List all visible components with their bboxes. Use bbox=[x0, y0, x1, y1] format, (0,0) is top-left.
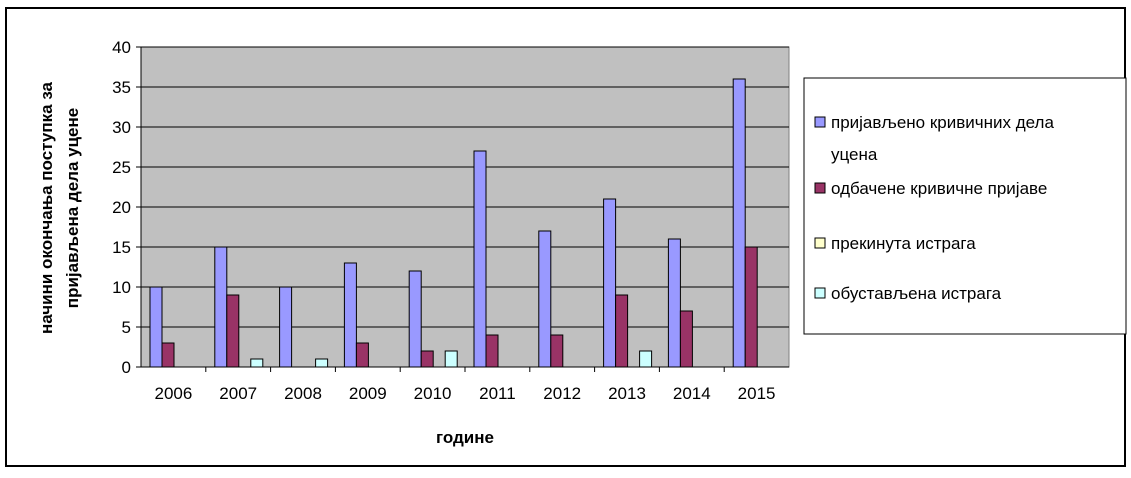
y-axis-title-line2: пријављена дела уцене bbox=[63, 108, 82, 308]
bar bbox=[473, 150, 487, 368]
bar bbox=[639, 350, 653, 368]
y-tick-label: 30 bbox=[112, 118, 131, 137]
x-tick-label: 2012 bbox=[543, 384, 581, 403]
bar bbox=[679, 310, 693, 368]
legend-label-interrupted: прекинута истрага bbox=[831, 234, 976, 253]
bar bbox=[214, 246, 228, 368]
bar bbox=[732, 78, 746, 368]
legend-swatch-dismissed bbox=[814, 182, 826, 194]
x-tick-label: 2006 bbox=[154, 384, 192, 403]
y-tick-label: 5 bbox=[122, 318, 131, 337]
y-axis-ticks: 0 5 10 15 20 25 30 35 40 bbox=[112, 38, 141, 377]
x-tick-label: 2007 bbox=[219, 384, 257, 403]
y-tick-label: 0 bbox=[122, 358, 131, 377]
x-tick-label: 2014 bbox=[673, 384, 711, 403]
y-axis-title-line1: начини окончања поступка за bbox=[37, 81, 56, 334]
bar bbox=[226, 294, 240, 368]
bar bbox=[744, 246, 758, 368]
bar bbox=[315, 358, 329, 368]
bar bbox=[603, 198, 617, 368]
legend-swatch-suspended bbox=[814, 287, 826, 299]
y-tick-label: 10 bbox=[112, 278, 131, 297]
y-tick-label: 25 bbox=[112, 158, 131, 177]
legend: пријављено кривичних дела уцена одбачене… bbox=[803, 77, 1127, 335]
bar bbox=[538, 230, 552, 368]
legend-label-reported-line2: уцена bbox=[831, 145, 878, 164]
bar bbox=[343, 262, 357, 368]
x-axis-title: године bbox=[436, 428, 494, 447]
legend-label-reported-line1: пријављено кривичних дела bbox=[831, 113, 1054, 132]
bars bbox=[149, 78, 758, 368]
bar bbox=[355, 342, 369, 368]
x-tick-label: 2013 bbox=[608, 384, 646, 403]
legend-box bbox=[803, 77, 1127, 335]
bar bbox=[250, 358, 264, 368]
bar bbox=[149, 286, 163, 368]
x-tick-label: 2011 bbox=[479, 384, 516, 403]
bar bbox=[615, 294, 629, 368]
y-tick-label: 20 bbox=[112, 198, 131, 217]
legend-label-dismissed: одбачене кривичне пријаве bbox=[831, 179, 1047, 198]
bar bbox=[161, 342, 175, 368]
y-tick-label: 40 bbox=[112, 38, 131, 57]
gridlines bbox=[141, 46, 789, 328]
legend-swatch-interrupted bbox=[814, 237, 826, 249]
bar bbox=[408, 270, 422, 368]
x-tick-label: 2009 bbox=[349, 384, 387, 403]
bar bbox=[550, 334, 564, 368]
x-tick-label: 2008 bbox=[284, 384, 322, 403]
y-tick-label: 15 bbox=[112, 238, 131, 257]
bar bbox=[420, 350, 434, 368]
bar bbox=[485, 334, 499, 368]
bar bbox=[444, 350, 458, 368]
bar bbox=[667, 238, 681, 368]
legend-label-suspended: обустављена истрага bbox=[831, 284, 1002, 303]
legend-swatch-reported bbox=[814, 116, 826, 128]
y-tick-label: 35 bbox=[112, 78, 131, 97]
x-axis-ticks: 2006 2007 2008 2009 2010 2011 2012 2013 2014 2015 bbox=[154, 367, 776, 403]
x-tick-label: 2010 bbox=[414, 384, 452, 403]
bar bbox=[279, 286, 293, 368]
x-tick-label: 2015 bbox=[738, 384, 776, 403]
